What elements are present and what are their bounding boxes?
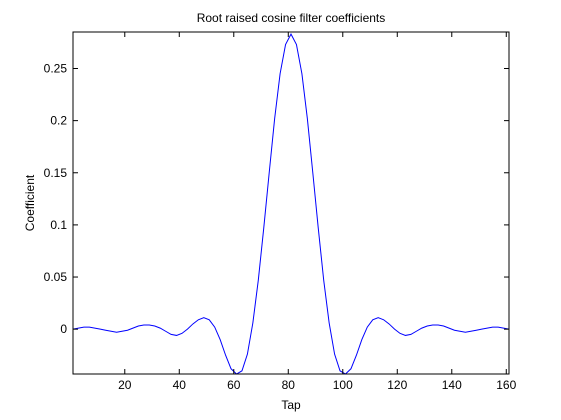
y-tick-label-0: 0 [60, 322, 67, 336]
tick-layer: 20 40 60 80 100 120 140 160 0 0.05 0.1 0.15 0.2 0.25 [44, 32, 517, 392]
x-tick-label-100: 100 [333, 378, 353, 392]
chart-title: Root raised cosine filter coefficients [197, 11, 386, 25]
x-axis-label: Tap [281, 398, 301, 412]
x-tick-label-60: 60 [227, 378, 241, 392]
y-axis-label: Coefficient [23, 174, 37, 231]
x-tick-label-140: 140 [442, 378, 462, 392]
line-layer [72, 33, 510, 375]
y-tick-label-3: 0.15 [44, 166, 68, 180]
x-tick-label-120: 120 [387, 378, 407, 392]
y-tick-label-5: 0.25 [44, 61, 68, 75]
x-tick-label-80: 80 [282, 378, 296, 392]
axes-box [72, 31, 510, 375]
x-tick-label-20: 20 [118, 378, 132, 392]
y-tick-label-1: 0.05 [44, 270, 68, 284]
series-line-0 [72, 33, 510, 375]
y-tick-label-4: 0.2 [50, 114, 67, 128]
y-tick-label-2: 0.1 [50, 218, 67, 232]
x-tick-label-40: 40 [173, 378, 187, 392]
x-tick-label-160: 160 [496, 378, 516, 392]
plot-area [73, 32, 509, 374]
